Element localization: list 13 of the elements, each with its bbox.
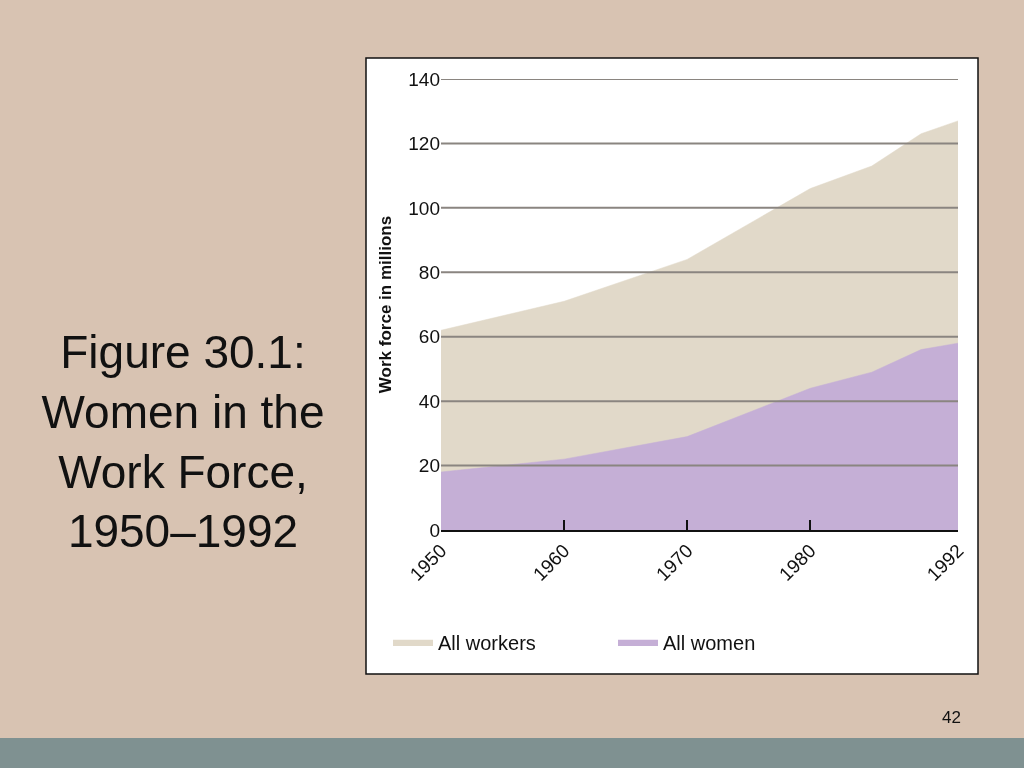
- y-tick-label: 100: [408, 197, 440, 219]
- y-tick-label: 60: [418, 326, 440, 348]
- text: 42: [942, 708, 961, 727]
- legend-label: All women: [663, 631, 756, 654]
- y-axis-title: Work force in millions: [375, 215, 395, 394]
- text: Figure 30.1: Women in the Work Force, 1950–1992: [41, 326, 325, 558]
- y-tick-label: 140: [408, 68, 440, 90]
- y-tick-label: 80: [418, 261, 440, 283]
- y-tick-label: 0: [429, 519, 440, 541]
- y-tick-label: 20: [418, 455, 440, 477]
- legend-label: All workers: [438, 631, 536, 654]
- y-tick-label: 40: [418, 390, 440, 412]
- y-tick-label: 120: [408, 133, 440, 155]
